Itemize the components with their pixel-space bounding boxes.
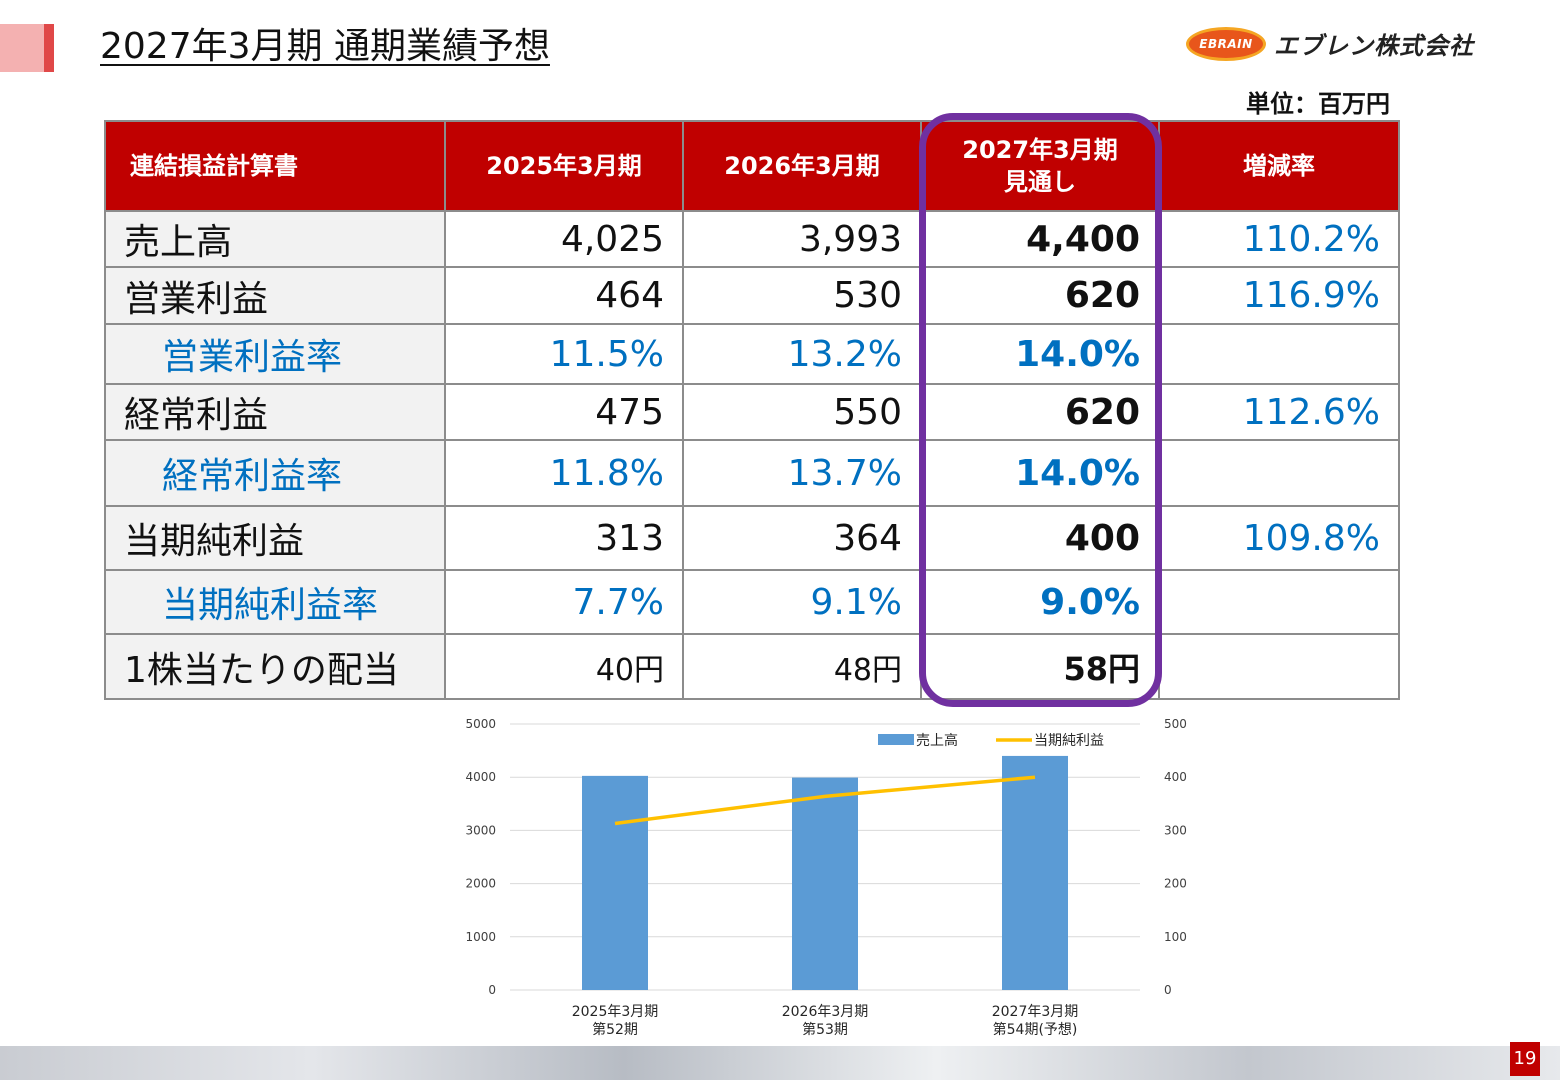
footer-decoration [0, 1046, 1560, 1080]
sales-netincome-chart: 0 1000 2000 3000 4000 5000 0 100 200 300 400 500 202… [465, 717, 1187, 1038]
y2-tick-label: 0 [1164, 983, 1172, 997]
table-row-net-sales: 売上高 4,025 3,993 4,400 110.2% [104, 210, 1400, 268]
legend-swatch-net-sales [878, 734, 914, 745]
cell-fy2027: 4,400 [920, 210, 1160, 268]
cell-fy2025: 11.5% [444, 323, 684, 385]
x-tick-label: 2026年3月期 [782, 1004, 869, 1020]
bar-net-sales [582, 775, 648, 990]
cell-fy2026: 550 [682, 383, 922, 441]
legend-label-net-income: 当期純利益 [1034, 733, 1104, 749]
cell-fy2025: 40円 [444, 633, 684, 700]
y2-tick-label: 400 [1164, 770, 1187, 784]
header-fy2027-forecast: 2027年3月期 見通し [920, 120, 1160, 212]
y-tick-label: 1000 [465, 930, 496, 944]
cell-change: 110.2% [1158, 210, 1400, 268]
unit-label: 単位：百万円 [1246, 90, 1390, 118]
row-label: 経常利益 [104, 383, 446, 441]
cell-fy2027: 620 [920, 266, 1160, 325]
table-row-net-margin: 当期純利益率 7.7% 9.1% 9.0% [104, 569, 1400, 635]
cell-fy2025: 475 [444, 383, 684, 441]
cell-fy2025: 11.8% [444, 439, 684, 507]
table-row-net-income: 当期純利益 313 364 400 109.8% [104, 505, 1400, 571]
y-tick-label: 5000 [465, 717, 496, 731]
y2-tick-label: 200 [1164, 877, 1187, 891]
bar-net-sales [1002, 755, 1068, 990]
page-title: 2027年3月期 通期業績予想 [100, 26, 550, 67]
row-label: 経常利益率 [104, 439, 446, 507]
table-row-ordinary-income: 経常利益 475 550 620 112.6% [104, 383, 1400, 441]
cell-fy2026: 364 [682, 505, 922, 571]
table-header-row: 連結損益計算書 2025年3月期 2026年3月期 2027年3月期 見通し 増… [104, 120, 1400, 212]
x-tick-label: 2027年3月期 [992, 1004, 1079, 1020]
cell-fy2026: 48円 [682, 633, 922, 700]
cell-fy2026: 13.7% [682, 439, 922, 507]
cell-change [1158, 323, 1400, 385]
x-tick-label: 第54期(予想) [993, 1021, 1078, 1038]
logo-company-name: エブレン株式会社 [1274, 32, 1474, 60]
x-tick-label: 2025年3月期 [572, 1004, 659, 1020]
x-tick-label: 第52期 [592, 1021, 638, 1038]
cell-change: 116.9% [1158, 266, 1400, 325]
cell-fy2026: 9.1% [682, 569, 922, 635]
cell-fy2027: 14.0% [920, 439, 1160, 507]
cell-fy2025: 7.7% [444, 569, 684, 635]
cell-fy2027: 620 [920, 383, 1160, 441]
legend-label-net-sales: 売上高 [916, 732, 958, 749]
title-accent-block [0, 24, 44, 72]
cell-fy2027: 14.0% [920, 323, 1160, 385]
cell-change: 109.8% [1158, 505, 1400, 571]
y-tick-label: 2000 [465, 877, 496, 891]
row-label: 当期純利益率 [104, 569, 446, 635]
row-label: 営業利益 [104, 266, 446, 325]
cell-change [1158, 439, 1400, 507]
cell-fy2025: 4,025 [444, 210, 684, 268]
income-statement-table: 連結損益計算書 2025年3月期 2026年3月期 2027年3月期 見通し 増… [104, 120, 1400, 700]
x-tick-label: 第53期 [802, 1021, 848, 1038]
header-statement: 連結損益計算書 [104, 120, 446, 212]
header-fy2026: 2026年3月期 [682, 120, 922, 212]
row-label: 1株当たりの配当 [104, 633, 446, 700]
cell-fy2026: 3,993 [682, 210, 922, 268]
cell-change: 112.6% [1158, 383, 1400, 441]
header-change-rate: 増減率 [1158, 120, 1400, 212]
cell-fy2027: 400 [920, 505, 1160, 571]
bar-net-sales [792, 777, 858, 990]
y2-tick-label: 100 [1164, 930, 1187, 944]
y-tick-label: 4000 [465, 770, 496, 784]
line-net-income [614, 775, 1036, 826]
y2-tick-label: 300 [1164, 823, 1187, 837]
cell-fy2027: 58円 [920, 633, 1160, 700]
y2-tick-label: 500 [1164, 717, 1187, 731]
cell-change [1158, 569, 1400, 635]
company-logo: EBRAIN エブレン株式会社 [1186, 26, 1474, 61]
page-number: 19 [1510, 1042, 1540, 1076]
y-tick-label: 3000 [465, 823, 496, 837]
table-row-ordinary-margin: 経常利益率 11.8% 13.7% 14.0% [104, 439, 1400, 507]
cell-fy2026: 13.2% [682, 323, 922, 385]
y-tick-label: 0 [488, 983, 496, 997]
title-accent-bar [44, 24, 54, 72]
cell-fy2025: 313 [444, 505, 684, 571]
header-fy2025: 2025年3月期 [444, 120, 684, 212]
table-row-operating-margin: 営業利益率 11.5% 13.2% 14.0% [104, 323, 1400, 385]
cell-change [1158, 633, 1400, 700]
table-row-dividend: 1株当たりの配当 40円 48円 58円 [104, 633, 1400, 700]
cell-fy2026: 530 [682, 266, 922, 325]
row-label: 当期純利益 [104, 505, 446, 571]
table-row-operating-income: 営業利益 464 530 620 116.9% [104, 266, 1400, 325]
row-label: 営業利益率 [104, 323, 446, 385]
cell-fy2027: 9.0% [920, 569, 1160, 635]
row-label: 売上高 [104, 210, 446, 268]
cell-fy2025: 464 [444, 266, 684, 325]
logo-mark: EBRAIN [1186, 26, 1266, 61]
